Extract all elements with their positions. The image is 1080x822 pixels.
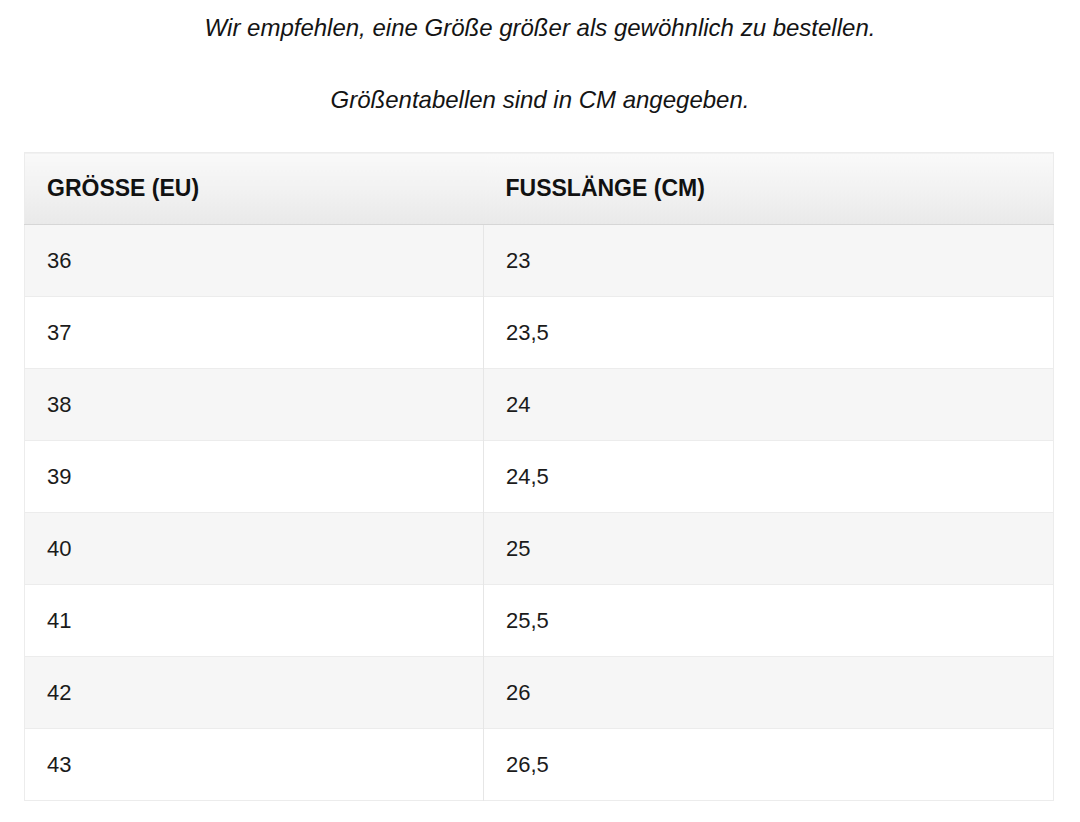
table-row: 38 24	[25, 369, 1054, 441]
table-row: 37 23,5	[25, 297, 1054, 369]
header-row: GRÖSSE (EU) FUSSLÄNGE (CM)	[25, 153, 1054, 225]
eu-size-cell: 39	[25, 441, 484, 513]
eu-size-cell: 42	[25, 657, 484, 729]
size-recommendation-note: Wir empfehlen, eine Größe größer als gew…	[0, 14, 1080, 42]
size-table-body: 36 23 37 23,5 38 24 39 24,5 40 25 41 25,…	[25, 225, 1054, 801]
foot-length-cell: 25	[484, 513, 1054, 585]
table-row: 41 25,5	[25, 585, 1054, 657]
eu-size-cell: 40	[25, 513, 484, 585]
eu-size-cell: 36	[25, 225, 484, 297]
table-row: 42 26	[25, 657, 1054, 729]
table-row: 39 24,5	[25, 441, 1054, 513]
table-row: 40 25	[25, 513, 1054, 585]
col-header-eu-size: GRÖSSE (EU)	[25, 153, 484, 225]
table-row: 43 26,5	[25, 729, 1054, 801]
foot-length-cell: 25,5	[484, 585, 1054, 657]
foot-length-cell: 23,5	[484, 297, 1054, 369]
size-table-header: GRÖSSE (EU) FUSSLÄNGE (CM)	[25, 153, 1054, 225]
size-table: GRÖSSE (EU) FUSSLÄNGE (CM) 36 23 37 23,5…	[24, 152, 1054, 801]
eu-size-cell: 41	[25, 585, 484, 657]
units-note: Größentabellen sind in CM angegeben.	[0, 86, 1080, 114]
size-guide-section: Wir empfehlen, eine Größe größer als gew…	[0, 14, 1080, 801]
table-row: 36 23	[25, 225, 1054, 297]
foot-length-cell: 23	[484, 225, 1054, 297]
col-header-foot-length: FUSSLÄNGE (CM)	[484, 153, 1054, 225]
eu-size-cell: 43	[25, 729, 484, 801]
eu-size-cell: 37	[25, 297, 484, 369]
foot-length-cell: 24	[484, 369, 1054, 441]
foot-length-cell: 26	[484, 657, 1054, 729]
foot-length-cell: 26,5	[484, 729, 1054, 801]
eu-size-cell: 38	[25, 369, 484, 441]
foot-length-cell: 24,5	[484, 441, 1054, 513]
